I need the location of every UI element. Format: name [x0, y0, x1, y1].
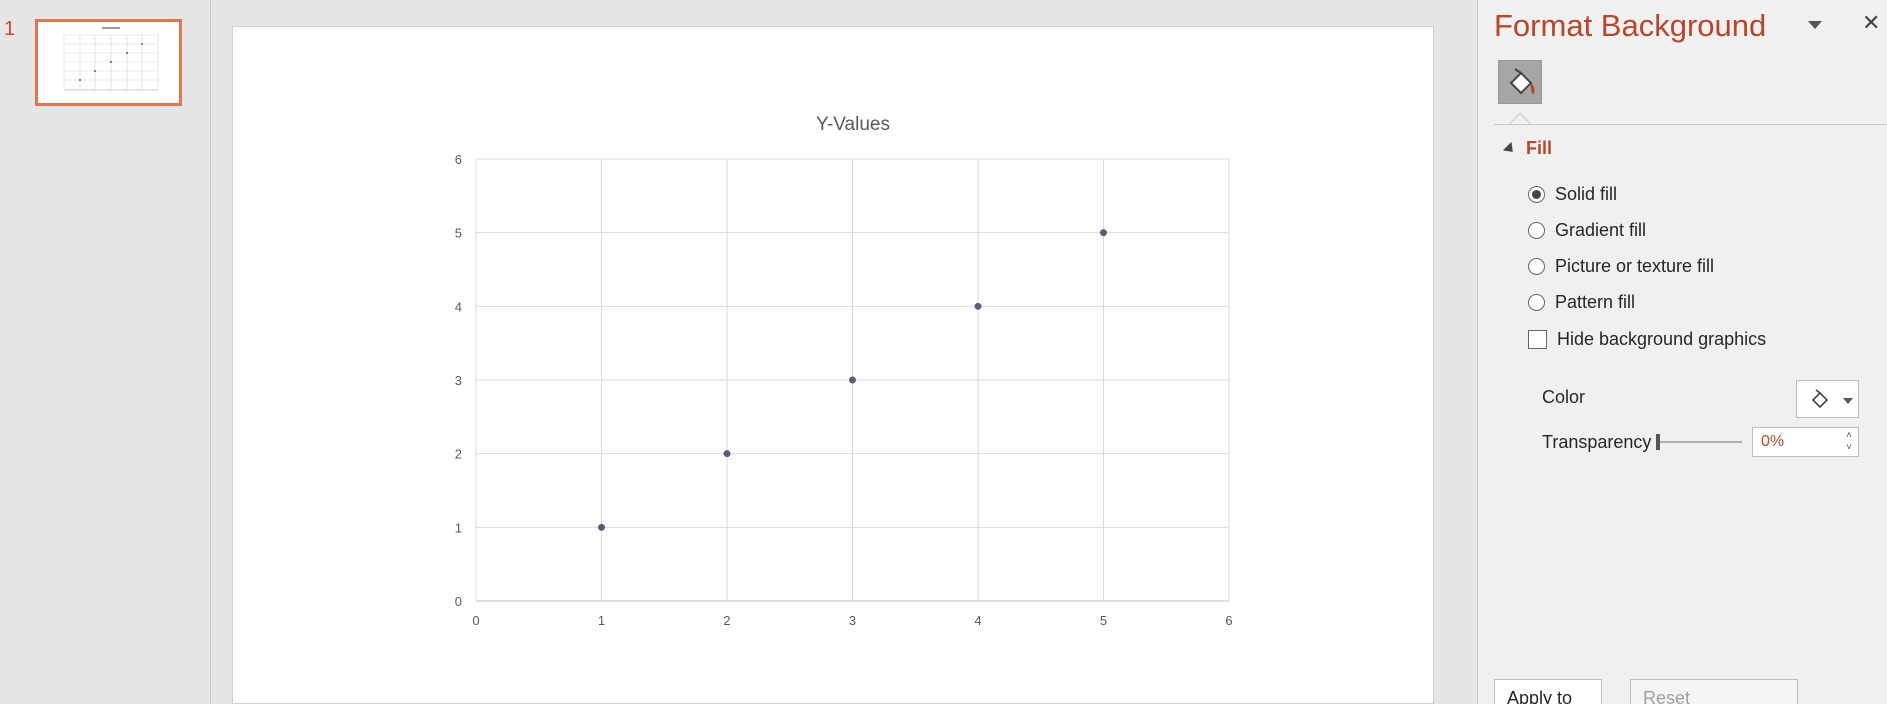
slide-canvas[interactable]: Y-Values 0 1 2 3 4 5 6 0 1 2 3 4 5 6 — [232, 26, 1434, 704]
x-tick-label: 1 — [598, 613, 605, 628]
x-tick-label: 6 — [1225, 613, 1232, 628]
x-tick-label: 5 — [1100, 613, 1107, 628]
gradient-fill-radio[interactable] — [1528, 222, 1545, 239]
slide-number: 1 — [4, 18, 16, 40]
thumbnail-chart-preview — [63, 27, 159, 91]
fill-section-label: Fill — [1526, 138, 1552, 158]
data-point[interactable] — [974, 302, 982, 310]
x-tick-label: 0 — [472, 613, 479, 628]
data-point[interactable] — [1100, 229, 1107, 237]
y-tick-label: 0 — [455, 594, 462, 609]
data-point[interactable] — [723, 450, 731, 458]
data-point[interactable] — [849, 376, 856, 384]
pane-title: Format Background — [1494, 8, 1767, 43]
apply-to-all-button[interactable]: Apply to All — [1494, 679, 1602, 704]
paint-bucket-icon — [1509, 68, 1535, 95]
format-background-pane: Format Background ✕ Fill Solid fill Grad… — [1477, 0, 1887, 704]
gradient-fill-label: Gradient fill — [1555, 220, 1647, 240]
slider-thumb[interactable] — [1656, 434, 1660, 450]
y-tick-label: 2 — [455, 447, 462, 462]
spin-up-icon[interactable]: ˄ — [1846, 430, 1852, 441]
transparency-slider[interactable] — [1656, 434, 1742, 450]
fill-section-header[interactable]: Fill — [1502, 138, 1552, 159]
fill-tab[interactable] — [1498, 60, 1542, 104]
close-icon[interactable]: ✕ — [1862, 10, 1881, 35]
hide-graphics-checkbox[interactable] — [1528, 330, 1547, 349]
fill-color-icon — [1811, 389, 1853, 409]
hide-graphics-label: Hide background graphics — [1557, 329, 1767, 349]
transparency-label: Transparency — [1542, 432, 1652, 452]
scatter-chart[interactable]: Y-Values 0 1 2 3 4 5 6 0 1 2 3 4 5 6 — [233, 27, 1435, 704]
y-tick-label: 5 — [455, 226, 462, 241]
color-label: Color — [1542, 387, 1586, 407]
color-picker-button[interactable] — [1796, 380, 1859, 418]
pattern-fill-radio[interactable] — [1528, 294, 1545, 311]
chart-title: Y-Values — [816, 114, 890, 135]
spin-down-icon[interactable]: ˅ — [1846, 442, 1852, 453]
x-tick-label: 4 — [974, 613, 981, 628]
solid-fill-option[interactable]: Solid fill — [1528, 184, 1617, 205]
collapse-triangle-icon — [1502, 141, 1518, 156]
solid-fill-label: Solid fill — [1555, 184, 1618, 204]
picture-fill-option[interactable]: Picture or texture fill — [1528, 256, 1714, 277]
picture-fill-radio[interactable] — [1528, 258, 1545, 275]
slide-thumbnail-pane: 1 — [0, 0, 211, 704]
reset-background-button[interactable]: Reset Background — [1630, 679, 1798, 704]
gradient-fill-option[interactable]: Gradient fill — [1528, 220, 1646, 241]
chevron-down-icon[interactable] — [1806, 18, 1824, 32]
y-tick-label: 3 — [455, 373, 462, 388]
picture-fill-label: Picture or texture fill — [1555, 256, 1715, 276]
y-tick-label: 4 — [455, 299, 462, 314]
slider-track — [1656, 441, 1742, 443]
slide-thumbnail[interactable] — [35, 19, 182, 106]
data-point[interactable] — [598, 523, 605, 531]
slide-editing-area: Y-Values 0 1 2 3 4 5 6 0 1 2 3 4 5 6 — [212, 0, 1477, 704]
x-tick-label: 2 — [723, 613, 730, 628]
y-tick-label: 6 — [455, 152, 462, 167]
pattern-fill-option[interactable]: Pattern fill — [1528, 292, 1635, 313]
x-tick-label: 3 — [849, 613, 856, 628]
hide-graphics-option[interactable]: Hide background graphics — [1528, 329, 1766, 350]
transparency-input[interactable]: 0% — [1752, 427, 1859, 457]
divider — [1494, 124, 1887, 125]
y-tick-label: 1 — [455, 520, 462, 535]
pattern-fill-label: Pattern fill — [1555, 292, 1636, 312]
spin-buttons[interactable]: ˄ ˅ — [1842, 430, 1856, 456]
solid-fill-radio[interactable] — [1528, 186, 1545, 203]
